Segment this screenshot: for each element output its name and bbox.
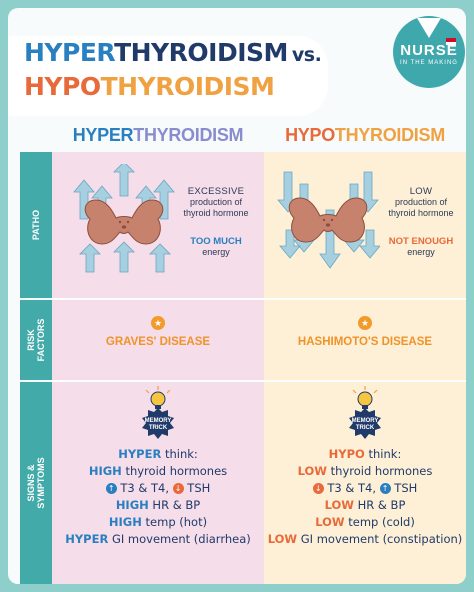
star-badge-icon <box>151 316 165 330</box>
arrow-down-icon: ↓ <box>172 483 184 494</box>
lightbulb-icon <box>142 386 174 439</box>
title-thyroidism-1: THYROIDISM <box>114 38 288 67</box>
title-line-2: HYPOTHYROIDISM <box>24 72 275 102</box>
hyper-risk-factor: GRAVES' DISEASE <box>105 336 211 348</box>
hypo-sign-line-1: HYPO think: <box>328 447 402 461</box>
hypo-patho-text: LOW production of thyroid hormone <box>388 186 454 218</box>
hypo-signs-list: HYPO think: LOW thyroid hormones ↓ T3 & … <box>264 446 466 548</box>
row-label-signs-symptoms: SIGNS & SYMPTOMS <box>20 382 52 584</box>
hyper-sign-line-5: HIGH temp (hot) <box>108 515 208 529</box>
flag-icon <box>446 38 456 45</box>
hypo-sign-line-5: LOW temp (cold) <box>315 515 415 529</box>
hypo-sign-line-3: ↓ T3 & T4, ↑ TSH <box>264 480 466 497</box>
hyper-sign-line-3: ↑ T3 & T4, ↓ TSH <box>52 480 264 497</box>
row-divider-2 <box>52 380 466 382</box>
title-thyroidism-2: THYROIDISM <box>100 72 275 101</box>
title-vs: vs. <box>291 44 322 66</box>
hypo-risk-factor: HASHIMOTO'S DISEASE <box>297 336 433 348</box>
nurse-in-the-making-logo: NURSE IN THE MAKING <box>393 16 465 88</box>
star-badge-icon <box>358 316 372 330</box>
hyper-sign-line-2: HIGH thyroid hormones <box>88 464 228 478</box>
arrow-up-icon: ↑ <box>379 483 391 494</box>
column-header-hypo: HYPOTHYROIDISM <box>285 125 445 145</box>
logo-name: NURSE <box>400 42 458 59</box>
row-divider-1 <box>52 298 466 300</box>
thyroid-arrows-up-icon <box>73 164 175 273</box>
memory-trick-badge-hyper: MEMORY TRICK <box>138 386 178 442</box>
thyroid-arrows-down-icon <box>277 171 380 269</box>
hyper-sign-line-4: HIGH HR & BP <box>115 498 201 512</box>
lightbulb-icon <box>349 386 381 439</box>
arrow-up-icon: ↑ <box>105 483 117 494</box>
heart-v-icon <box>417 18 441 38</box>
hyper-energy: TOO MUCH energy <box>190 236 242 258</box>
hyper-signs-list: HYPER think: HIGH thyroid hormones ↑ T3 … <box>52 446 264 548</box>
hypo-energy: NOT ENOUGH energy <box>388 236 454 258</box>
row-label-patho: PATHO <box>20 152 52 298</box>
hypo-sign-line-6: LOW GI movement (constipation) <box>267 532 463 546</box>
hyper-sign-line-1: HYPER think: <box>118 447 198 461</box>
comparison-grid: HYPERTHYROIDISM HYPOTHYROIDISM PATHO RIS… <box>20 120 466 584</box>
arrow-down-icon: ↓ <box>312 483 324 494</box>
hypo-sign-line-2: LOW thyroid hormones <box>297 464 433 478</box>
column-header-hyper: HYPERTHYROIDISM <box>72 125 244 145</box>
hypo-sign-line-4: LOW HR & BP <box>324 498 406 512</box>
row-label-risk-factors: RISK FACTORS <box>20 300 52 380</box>
title-brush-background <box>8 36 328 116</box>
title-hypo: HYPO <box>24 72 101 101</box>
hyper-patho-text: EXCESSIVE production of thyroid hormone <box>183 186 249 218</box>
card: HYPERTHYROIDISM vs. HYPOTHYROIDISM NURSE … <box>8 8 466 584</box>
hyper-sign-line-6: HYPER GI movement (diarrhea) <box>65 532 251 546</box>
memory-trick-badge-hypo: MEMORY TRICK <box>345 386 385 442</box>
title-line-1: HYPERTHYROIDISM vs. <box>24 38 322 70</box>
logo-tagline: IN THE MAKING <box>400 60 458 66</box>
title-hyper: HYPER <box>24 38 115 67</box>
